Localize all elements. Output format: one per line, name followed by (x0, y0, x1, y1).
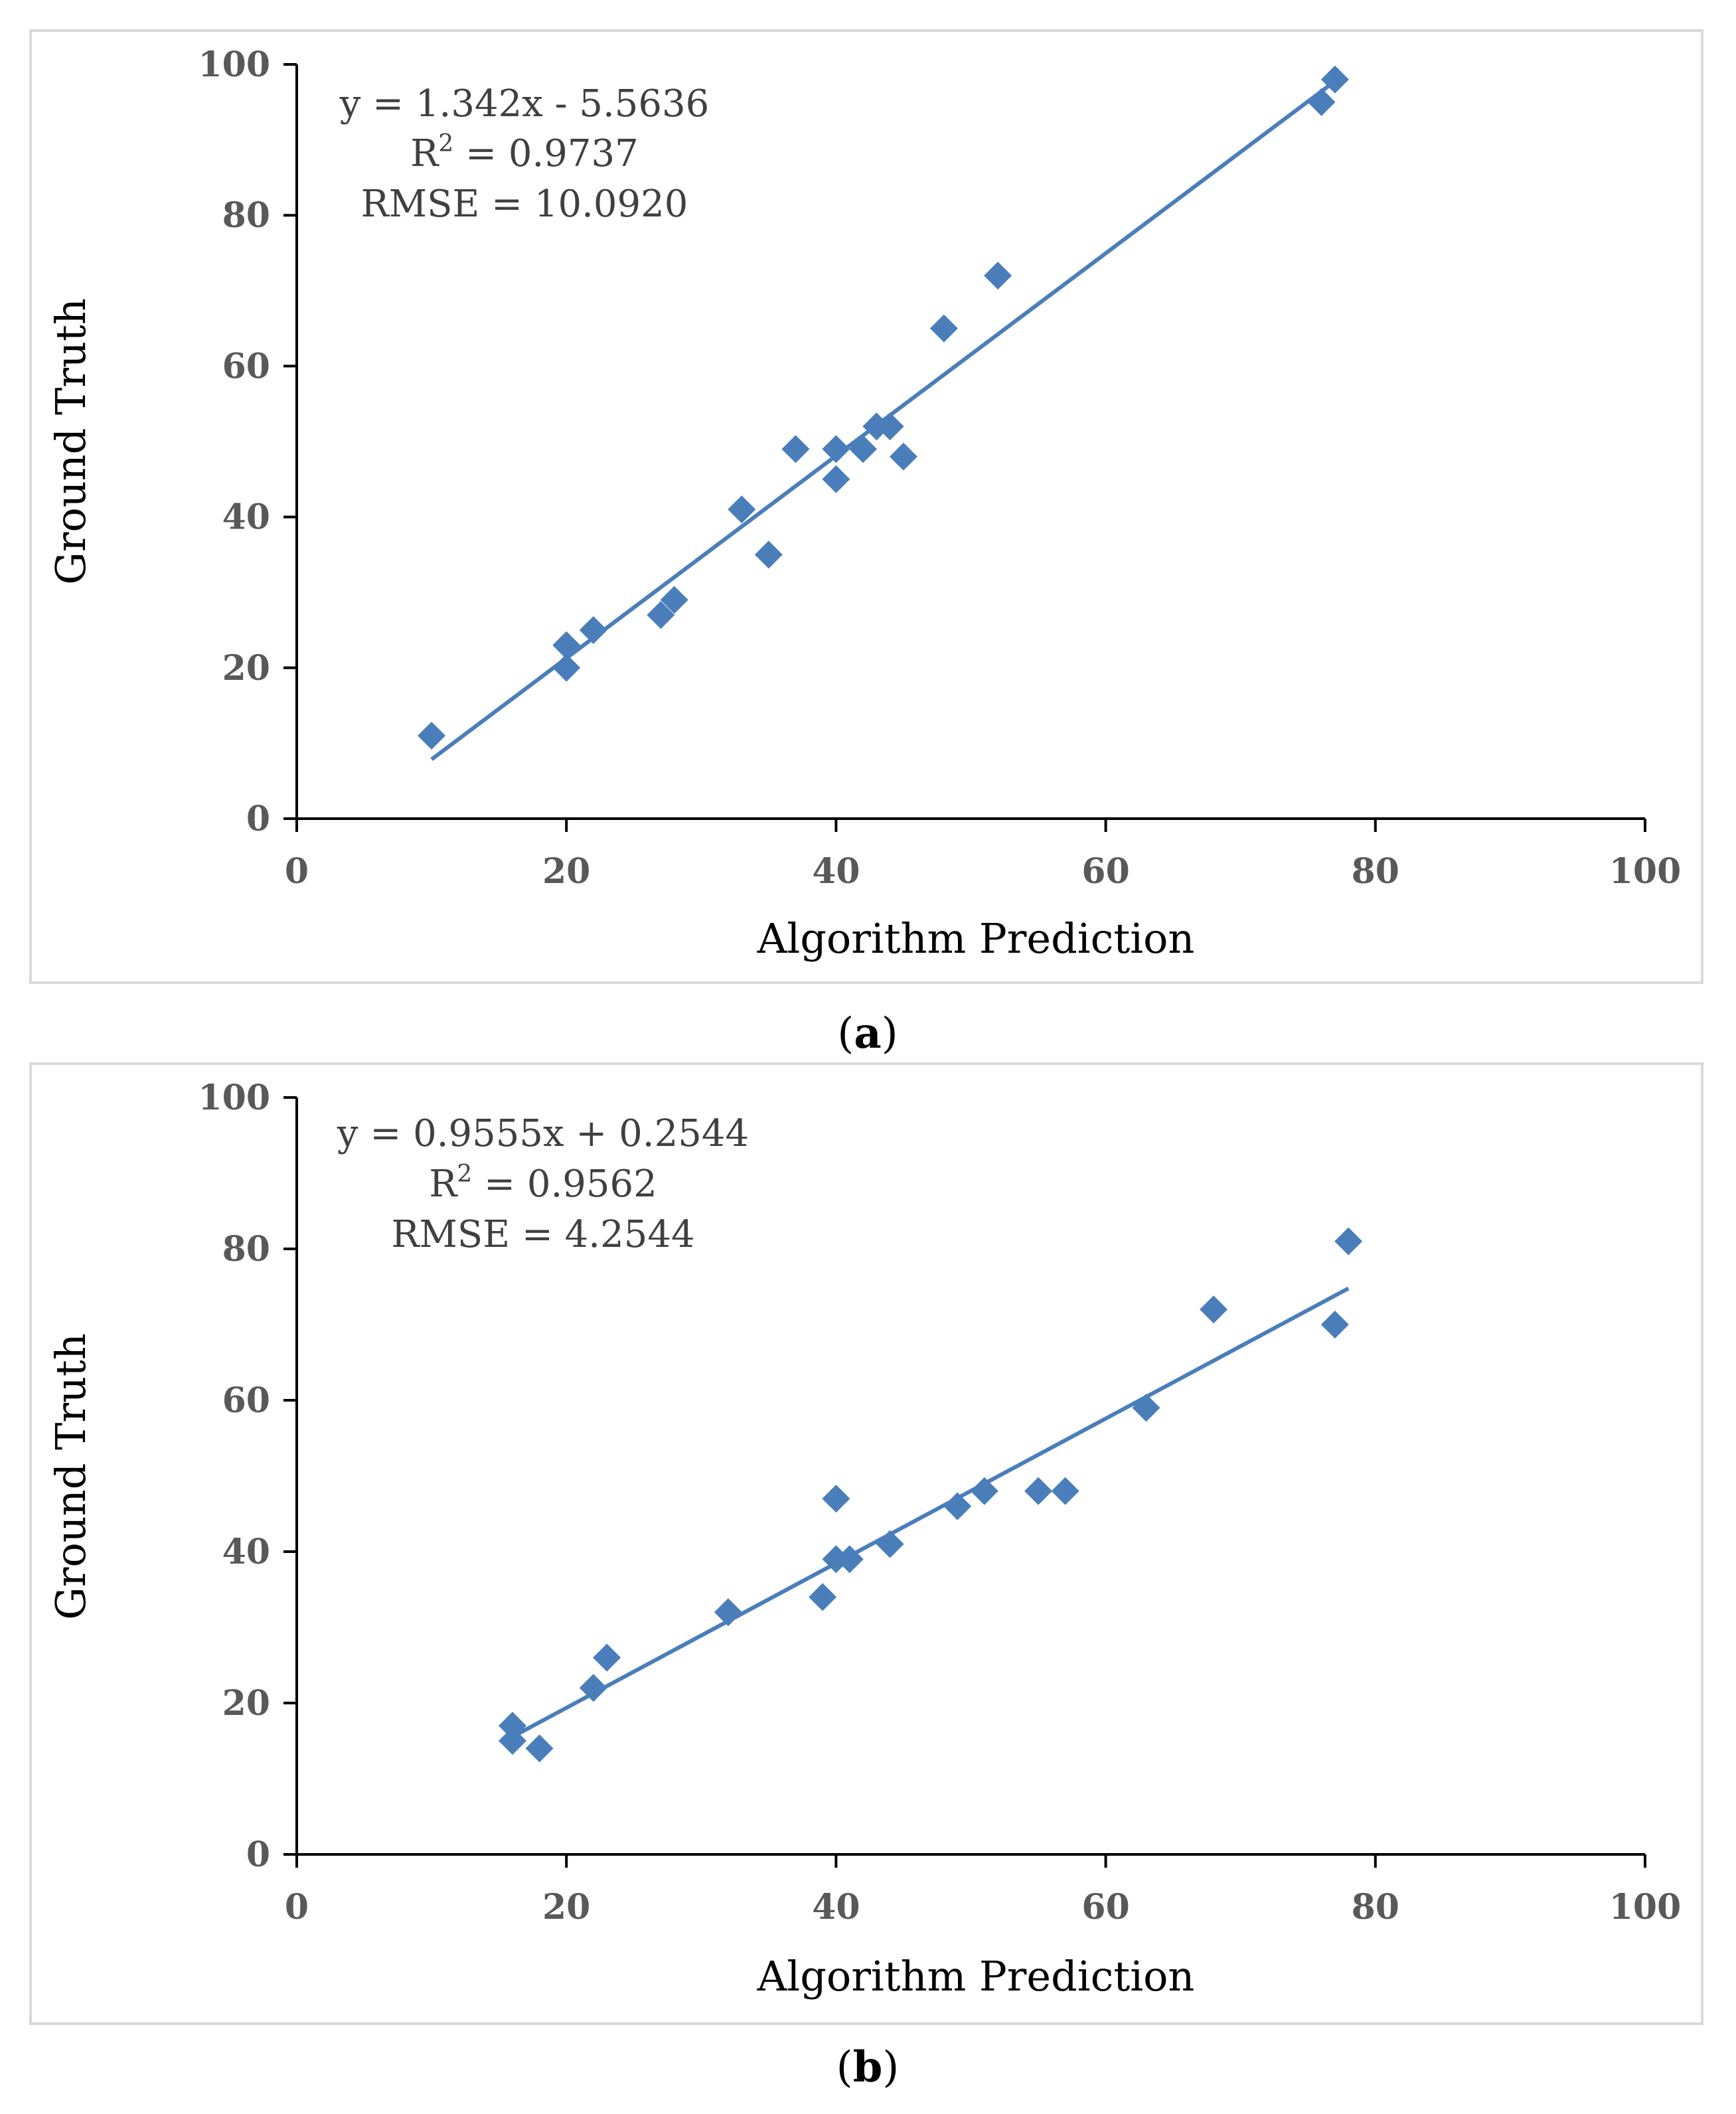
panel-b-data-point (1334, 1227, 1363, 1256)
panel-b-r-squared-sup: 2 (457, 1161, 472, 1188)
panel-a-data-point (418, 722, 446, 750)
panel-a-data-point (728, 495, 756, 524)
panel-a-rmse: RMSE = 10.0920 (361, 183, 688, 226)
panel-b-equation: y = 0.9555x + 0.2544 (337, 1112, 749, 1155)
panel-a-equation: y = 1.342x - 5.5636 (339, 82, 710, 125)
panel-b-data-point (1200, 1295, 1228, 1324)
panel-b-x-tick-label: 20 (542, 1887, 590, 1927)
panel-a-x-tick-label: 80 (1352, 851, 1399, 892)
panel-a-r-squared-prefix: R (410, 132, 439, 175)
panel-a-data-point (984, 262, 1012, 290)
panel-b-data-point (1024, 1477, 1053, 1505)
panel-a-data-point (647, 601, 675, 629)
panel-b-frame (29, 1062, 1703, 2025)
panel-b-data-point (714, 1598, 742, 1627)
panel-b-data-point (1132, 1394, 1160, 1422)
panel-a-data-point (822, 465, 850, 493)
panel-a-x-tick-label: 40 (812, 851, 860, 892)
panel-a-data-point (889, 442, 917, 471)
panel-a-data-point (552, 631, 581, 659)
panel-b-x-tick-label: 40 (812, 1887, 860, 1927)
panel-a-data-point (822, 435, 850, 463)
panel-b-r-squared-value: = 0.9562 (472, 1163, 657, 1206)
panel-a-data-point (1320, 65, 1349, 94)
panel-b-y-tick-label: 20 (222, 1683, 270, 1724)
panel-b-x-axis-title: Algorithm Prediction (757, 1952, 1195, 2000)
panel-a-data-point (579, 616, 607, 644)
panel-a-y-tick-label: 100 (198, 44, 270, 85)
panel-b-data-point (822, 1485, 850, 1513)
panel-a-caption: (a) (837, 1009, 898, 1058)
panel-a-r-squared-value: = 0.9737 (453, 132, 638, 175)
panel-a-data-point (552, 653, 581, 682)
panel-b-data-point (835, 1545, 864, 1574)
panel-a-data-point (929, 314, 958, 343)
panel-b-rmse: RMSE = 4.2544 (391, 1213, 694, 1256)
panel-a-annotation: y = 1.342x - 5.5636 R2 = 0.9737 RMSE = 1… (339, 82, 710, 226)
panel-b-axes: 0 20 40 60 80 100 0 20 40 60 80 100 (198, 1078, 1681, 1927)
panel-b-y-tick-label: 0 (246, 1834, 270, 1875)
panel-a-data-point (1307, 88, 1336, 116)
panel-a-y-tick-label: 20 (222, 648, 270, 689)
panel-a-caption-letter: a (854, 1009, 881, 1058)
panel-b-x-tick-label: 0 (285, 1887, 309, 1927)
panel-b-data-point (943, 1492, 972, 1520)
panel-a-r-squared-sup: 2 (438, 130, 453, 157)
panel-a-frame (29, 29, 1703, 984)
panel-b-x-tick-label: 80 (1352, 1887, 1399, 1927)
panel-b-data-point (525, 1734, 554, 1763)
panel-a-points (418, 65, 1349, 750)
panel-a-data-point (660, 586, 688, 614)
panel-a: 0 20 40 60 80 100 0 20 40 60 80 100 y = 1.342x - 5.… (29, 29, 1703, 984)
panel-b-trendline-group (511, 1286, 1350, 1739)
panel-a-x-tick-label: 20 (542, 851, 590, 892)
panel-b-annotation: y = 0.9555x + 0.2544 R2 = 0.9562 RMSE = … (337, 1112, 749, 1256)
panel-a-x-tick-label: 100 (1609, 851, 1682, 892)
panel-a-y-tick-label: 40 (222, 497, 270, 538)
panel-b: 0 20 40 60 80 100 0 20 40 60 80 100 y = 0.9555x + 0… (29, 1062, 1703, 2025)
panel-a-r-squared: R2 = 0.9737 (410, 130, 639, 175)
panel-a-data-point (754, 540, 783, 569)
panel-a-x-axis-title: Algorithm Prediction (757, 914, 1195, 963)
panel-b-trendline (511, 1286, 1350, 1739)
panel-b-data-point (970, 1477, 998, 1505)
panel-b-y-tick-label: 40 (222, 1532, 270, 1572)
panel-b-y-tick-label: 80 (222, 1229, 270, 1269)
panel-a-y-axis-title: Ground Truth (46, 298, 95, 585)
panel-a-y-tick-label: 60 (222, 346, 270, 386)
panel-b-caption: (b) (836, 2042, 900, 2092)
panel-a-y-tick-label: 0 (246, 799, 270, 839)
panel-a-data-point (876, 412, 904, 441)
panel-b-x-tick-label: 60 (1081, 1887, 1129, 1927)
panel-a-x-tick-label: 0 (285, 851, 309, 892)
panel-b-caption-letter: b (853, 2042, 883, 2092)
panel-a-data-point (849, 435, 878, 463)
panel-b-r-squared-prefix: R (429, 1163, 458, 1206)
panel-b-y-tick-label: 60 (222, 1380, 270, 1421)
panel-b-data-point (498, 1712, 526, 1740)
panel-b-data-point (809, 1583, 837, 1611)
panel-b-points (498, 1227, 1363, 1763)
panel-b-data-point (579, 1674, 607, 1702)
panel-a-y-tick-label: 80 (222, 195, 270, 236)
panel-b-y-tick-label: 100 (198, 1078, 270, 1118)
panel-b-y-axis-title: Ground Truth (46, 1333, 95, 1620)
panel-b-r-squared: R2 = 0.9562 (429, 1161, 657, 1206)
panel-a-data-point (781, 435, 810, 463)
panel-b-data-point (876, 1530, 904, 1558)
panel-a-axes: 0 20 40 60 80 100 0 20 40 60 80 100 (198, 44, 1681, 892)
panel-a-x-tick-label: 60 (1081, 851, 1129, 892)
panel-b-data-point (1051, 1477, 1079, 1505)
panel-b-x-tick-label: 100 (1609, 1887, 1682, 1927)
panel-b-data-point (1320, 1311, 1349, 1339)
panel-b-data-point (498, 1727, 526, 1755)
panel-b-data-point (593, 1643, 621, 1672)
